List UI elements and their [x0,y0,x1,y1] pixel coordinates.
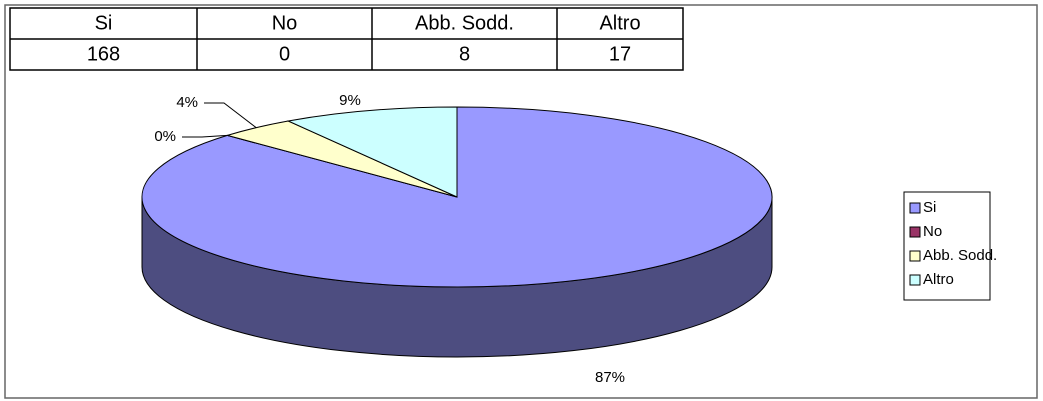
table-cell: 0 [279,43,290,65]
slice [286,106,458,198]
legend-swatch [909,250,921,262]
header-cell: Altro [599,12,640,34]
leader-line [204,102,257,129]
legend: Si No Abb. Sodd. Altro [909,199,997,288]
table-cell: 17 [609,43,631,65]
table-cell: 8 [459,43,470,65]
data-label: 9% [339,92,361,109]
header-cell: Si [95,12,113,34]
data-label: 4% [176,94,198,111]
pie: 87% 0%4% 9% [141,92,773,386]
legend-label: No [923,223,942,240]
header-cell: No [272,12,298,34]
legend-label: Altro [923,271,954,288]
legend-swatch [909,274,921,286]
legend-swatch [909,226,921,238]
legend-label: Abb. Sodd. [923,247,997,264]
legend-swatch [909,202,921,214]
data-table: Si No Abb. Sodd. Altro 168 0 8 17 [9,7,684,71]
table-cell: 168 [87,43,120,65]
header-cell: Abb. Sodd. [415,12,514,34]
leader-line [182,134,228,138]
legend-label: Si [923,199,936,216]
data-label: 0% [154,128,176,145]
data-label: 87% [595,369,625,386]
